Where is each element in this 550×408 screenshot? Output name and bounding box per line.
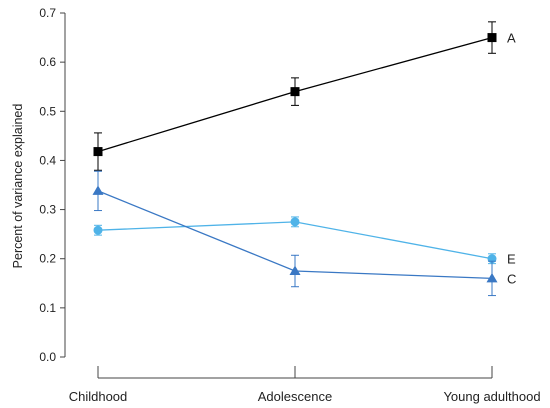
x-tick-label: Adolescence [258,389,332,404]
y-tick-label: 0.7 [39,6,56,20]
series-label: E [507,252,516,267]
series-label: C [507,271,516,286]
series-label: A [507,31,516,46]
x-axis: Childhood Adolescence Young adulthood [69,366,541,404]
x-tick-label: Young adulthood [443,389,540,404]
data-point [93,225,103,235]
y-tick-label: 0.0 [39,350,56,364]
y-tick-label: 0.1 [39,301,56,315]
data-point [289,265,301,275]
data-point [92,185,104,195]
data-point [487,33,497,43]
data-point [93,147,103,157]
y-tick-label: 0.5 [39,104,56,118]
y-tick-label: 0.2 [39,252,56,266]
y-axis-label: Percent of variance explained [11,104,25,269]
y-tick-label: 0.3 [39,203,56,217]
y-tick-label: 0.4 [39,153,56,167]
x-tick-label: Childhood [69,389,128,404]
series-line [97,221,493,260]
y-tick-label: 0.6 [39,55,56,69]
data-point [290,217,300,227]
series-E: E [93,216,516,267]
series-C: C [92,170,516,297]
plot-area: A EC [92,21,516,297]
series-A: A [93,21,516,171]
data-point [486,272,498,283]
y-axis: 0.0 0.1 0.2 0.3 0.4 0.5 0.6 0.7 [39,6,66,364]
data-point [290,87,300,97]
